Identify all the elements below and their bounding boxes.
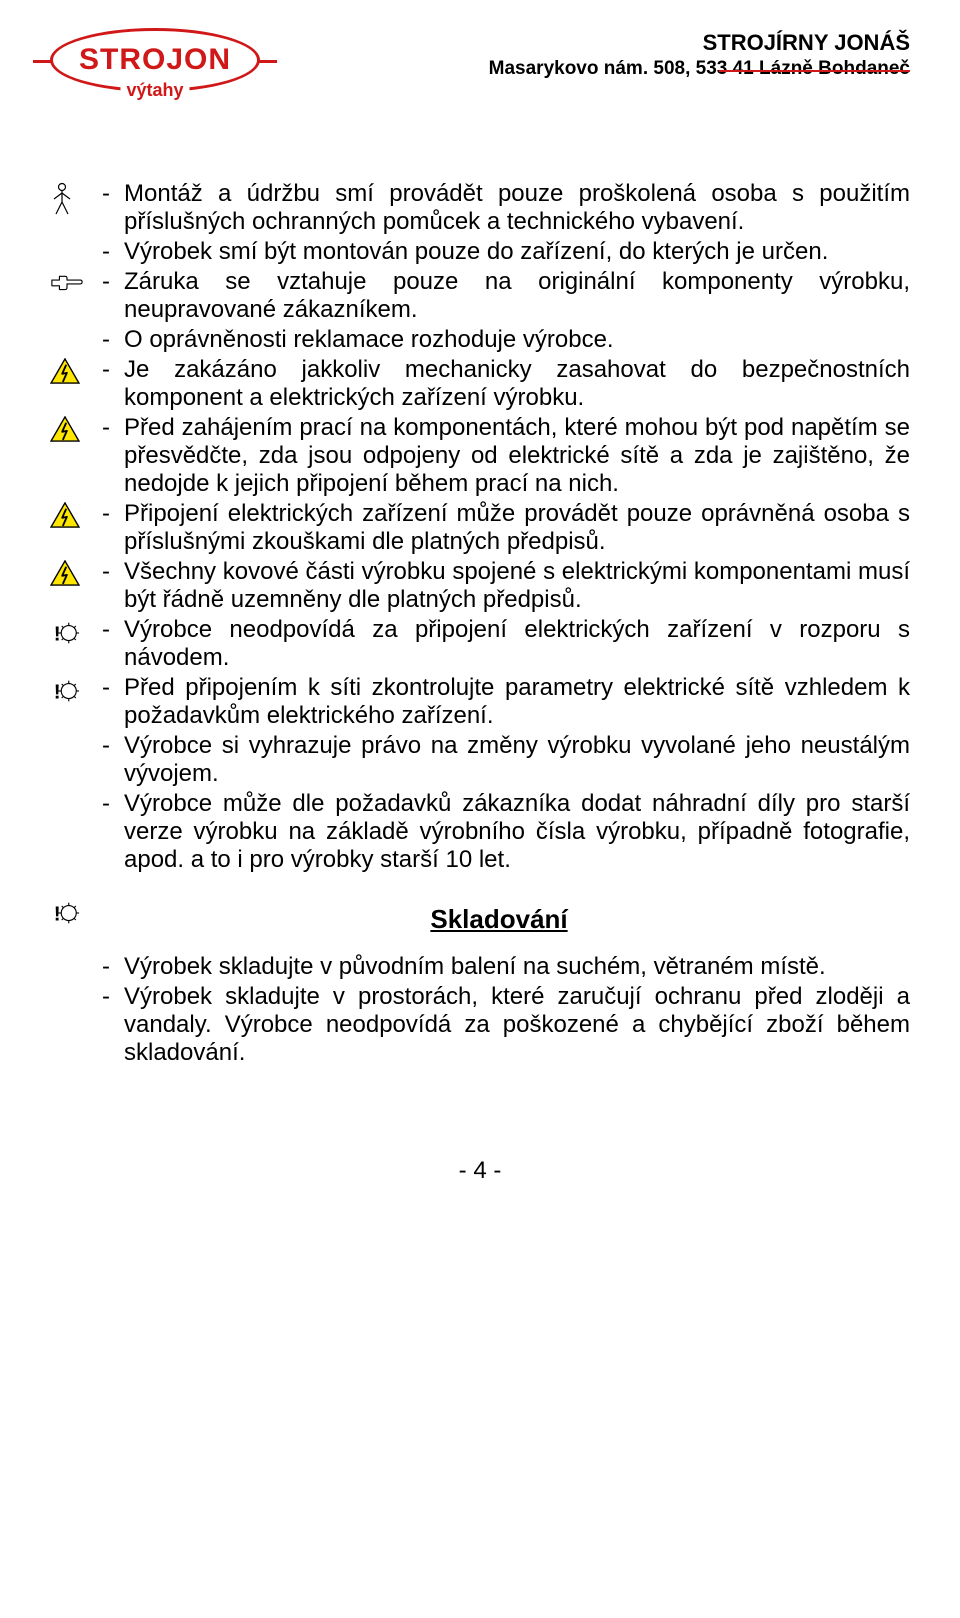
logo-ellipse: STROJON výtahy [50,28,260,92]
bullet-text: Výrobce si vyhrazuje právo na změny výro… [124,732,910,788]
section-icon: ! [50,896,88,933]
gear-exclaim-icon: ! [50,898,80,928]
bullet-text: O oprávněnosti reklamace rozhoduje výrob… [124,326,910,354]
person-icon [50,182,74,216]
company-name: STROJÍRNY JONÁŠ [489,30,910,56]
bullet-row: -Před zahájením prací na komponentách, k… [50,414,910,498]
bullet-dash: - [88,326,124,354]
bullet-row: ! -Před připojením k síti zkontrolujte p… [50,674,910,730]
bullet-dash: - [88,732,124,760]
warning-bolt-icon [50,558,88,591]
person-icon [50,180,88,221]
page: STROJON výtahy STROJÍRNY JONÁŠ Masarykov… [0,0,960,1225]
logo-main-text: STROJON [79,43,231,77]
svg-text:!: ! [54,623,61,646]
bullet-list-2: -Výrobek skladujte v původním balení na … [50,953,910,1067]
gear-exclaim-icon: ! [50,676,80,706]
bullet-row: -Montáž a údržbu smí provádět pouze proš… [50,180,910,236]
warning-bolt-icon [50,416,80,442]
gear-exclaim-icon: ! [50,616,88,653]
gear-exclaim-icon: ! [50,618,80,648]
header-text-block: STROJÍRNY JONÁŠ Masarykovo nám. 508, 533… [489,30,910,80]
bullet-dash: - [88,558,124,586]
bullet-dash: - [88,268,124,296]
warning-bolt-icon [50,414,88,447]
bullet-row: -Připojení elektrických zařízení může pr… [50,500,910,556]
warning-bolt-icon [50,358,80,384]
bullet-row: -Všechny kovové části výrobku spojené s … [50,558,910,614]
bullet-dash: - [88,953,124,981]
bullet-text: Výrobce neodpovídá za připojení elektric… [124,616,910,672]
bullet-dash: - [88,616,124,644]
bullet-text: Výrobek skladujte v původním balení na s… [124,953,910,981]
bullet-row: -Výrobek smí být montován pouze do zaříz… [50,238,910,266]
section-heading-row: ! Skladování [50,876,910,953]
bullet-dash: - [88,674,124,702]
hand-point-icon [50,270,84,294]
bullet-row: -Výrobce může dle požadavků zákazníka do… [50,790,910,874]
bullet-text: Připojení elektrických zařízení může pro… [124,500,910,556]
bullet-row: -Výrobek skladujte v původním balení na … [50,953,910,981]
bullet-text: Výrobce může dle požadavků zákazníka dod… [124,790,910,874]
warning-bolt-icon [50,560,80,586]
bullet-text: Výrobek smí být montován pouze do zaříze… [124,238,910,266]
icon-placeholder [50,238,88,240]
bullet-list: -Montáž a údržbu smí provádět pouze proš… [50,180,910,874]
content: -Montáž a údržbu smí provádět pouze proš… [50,180,910,1067]
icon-placeholder [50,732,88,734]
logo-sub-text: výtahy [120,80,189,101]
bullet-text: Je zakázáno jakkoliv mechanicky zasahova… [124,356,910,412]
logo-dash [257,60,277,63]
page-footer: - 4 - [50,1157,910,1185]
hand-point-icon [50,268,88,299]
bullet-text: Před připojením k síti zkontrolujte para… [124,674,910,730]
bullet-text: Všechny kovové části výrobku spojené s e… [124,558,910,614]
header-rule [719,70,910,72]
icon-placeholder [50,790,88,792]
bullet-row: -O oprávněnosti reklamace rozhoduje výro… [50,326,910,354]
bullet-dash: - [88,500,124,528]
bullet-row: -Výrobek skladujte v prostorách, které z… [50,983,910,1067]
warning-bolt-icon [50,500,88,533]
bullet-text: Výrobek skladujte v prostorách, které za… [124,983,910,1067]
icon-placeholder [50,953,88,955]
bullet-dash: - [88,180,124,208]
logo-dash [33,60,53,63]
bullet-text: Před zahájením prací na komponentách, kt… [124,414,910,498]
bullet-text: Montáž a údržbu smí provádět pouze prošk… [124,180,910,236]
section-title: Skladování [88,904,910,935]
bullet-dash: - [88,790,124,818]
bullet-dash: - [88,414,124,442]
icon-placeholder [50,326,88,328]
bullet-dash: - [88,238,124,266]
bullet-text: Záruka se vztahuje pouze na originální k… [124,268,910,324]
icon-placeholder [50,983,88,985]
bullet-row: -Záruka se vztahuje pouze na originální … [50,268,910,324]
bullet-row: -Je zakázáno jakkoliv mechanicky zasahov… [50,356,910,412]
svg-text:!: ! [54,681,61,704]
document-header: STROJON výtahy STROJÍRNY JONÁŠ Masarykov… [50,20,910,120]
bullet-row: ! -Výrobce neodpovídá za připojení elekt… [50,616,910,672]
gear-exclaim-icon: ! [50,674,88,711]
warning-bolt-icon [50,502,80,528]
warning-bolt-icon [50,356,88,389]
bullet-row: -Výrobce si vyhrazuje právo na změny výr… [50,732,910,788]
logo: STROJON výtahy [50,28,260,92]
bullet-dash: - [88,983,124,1011]
svg-text:!: ! [54,903,61,926]
bullet-dash: - [88,356,124,384]
